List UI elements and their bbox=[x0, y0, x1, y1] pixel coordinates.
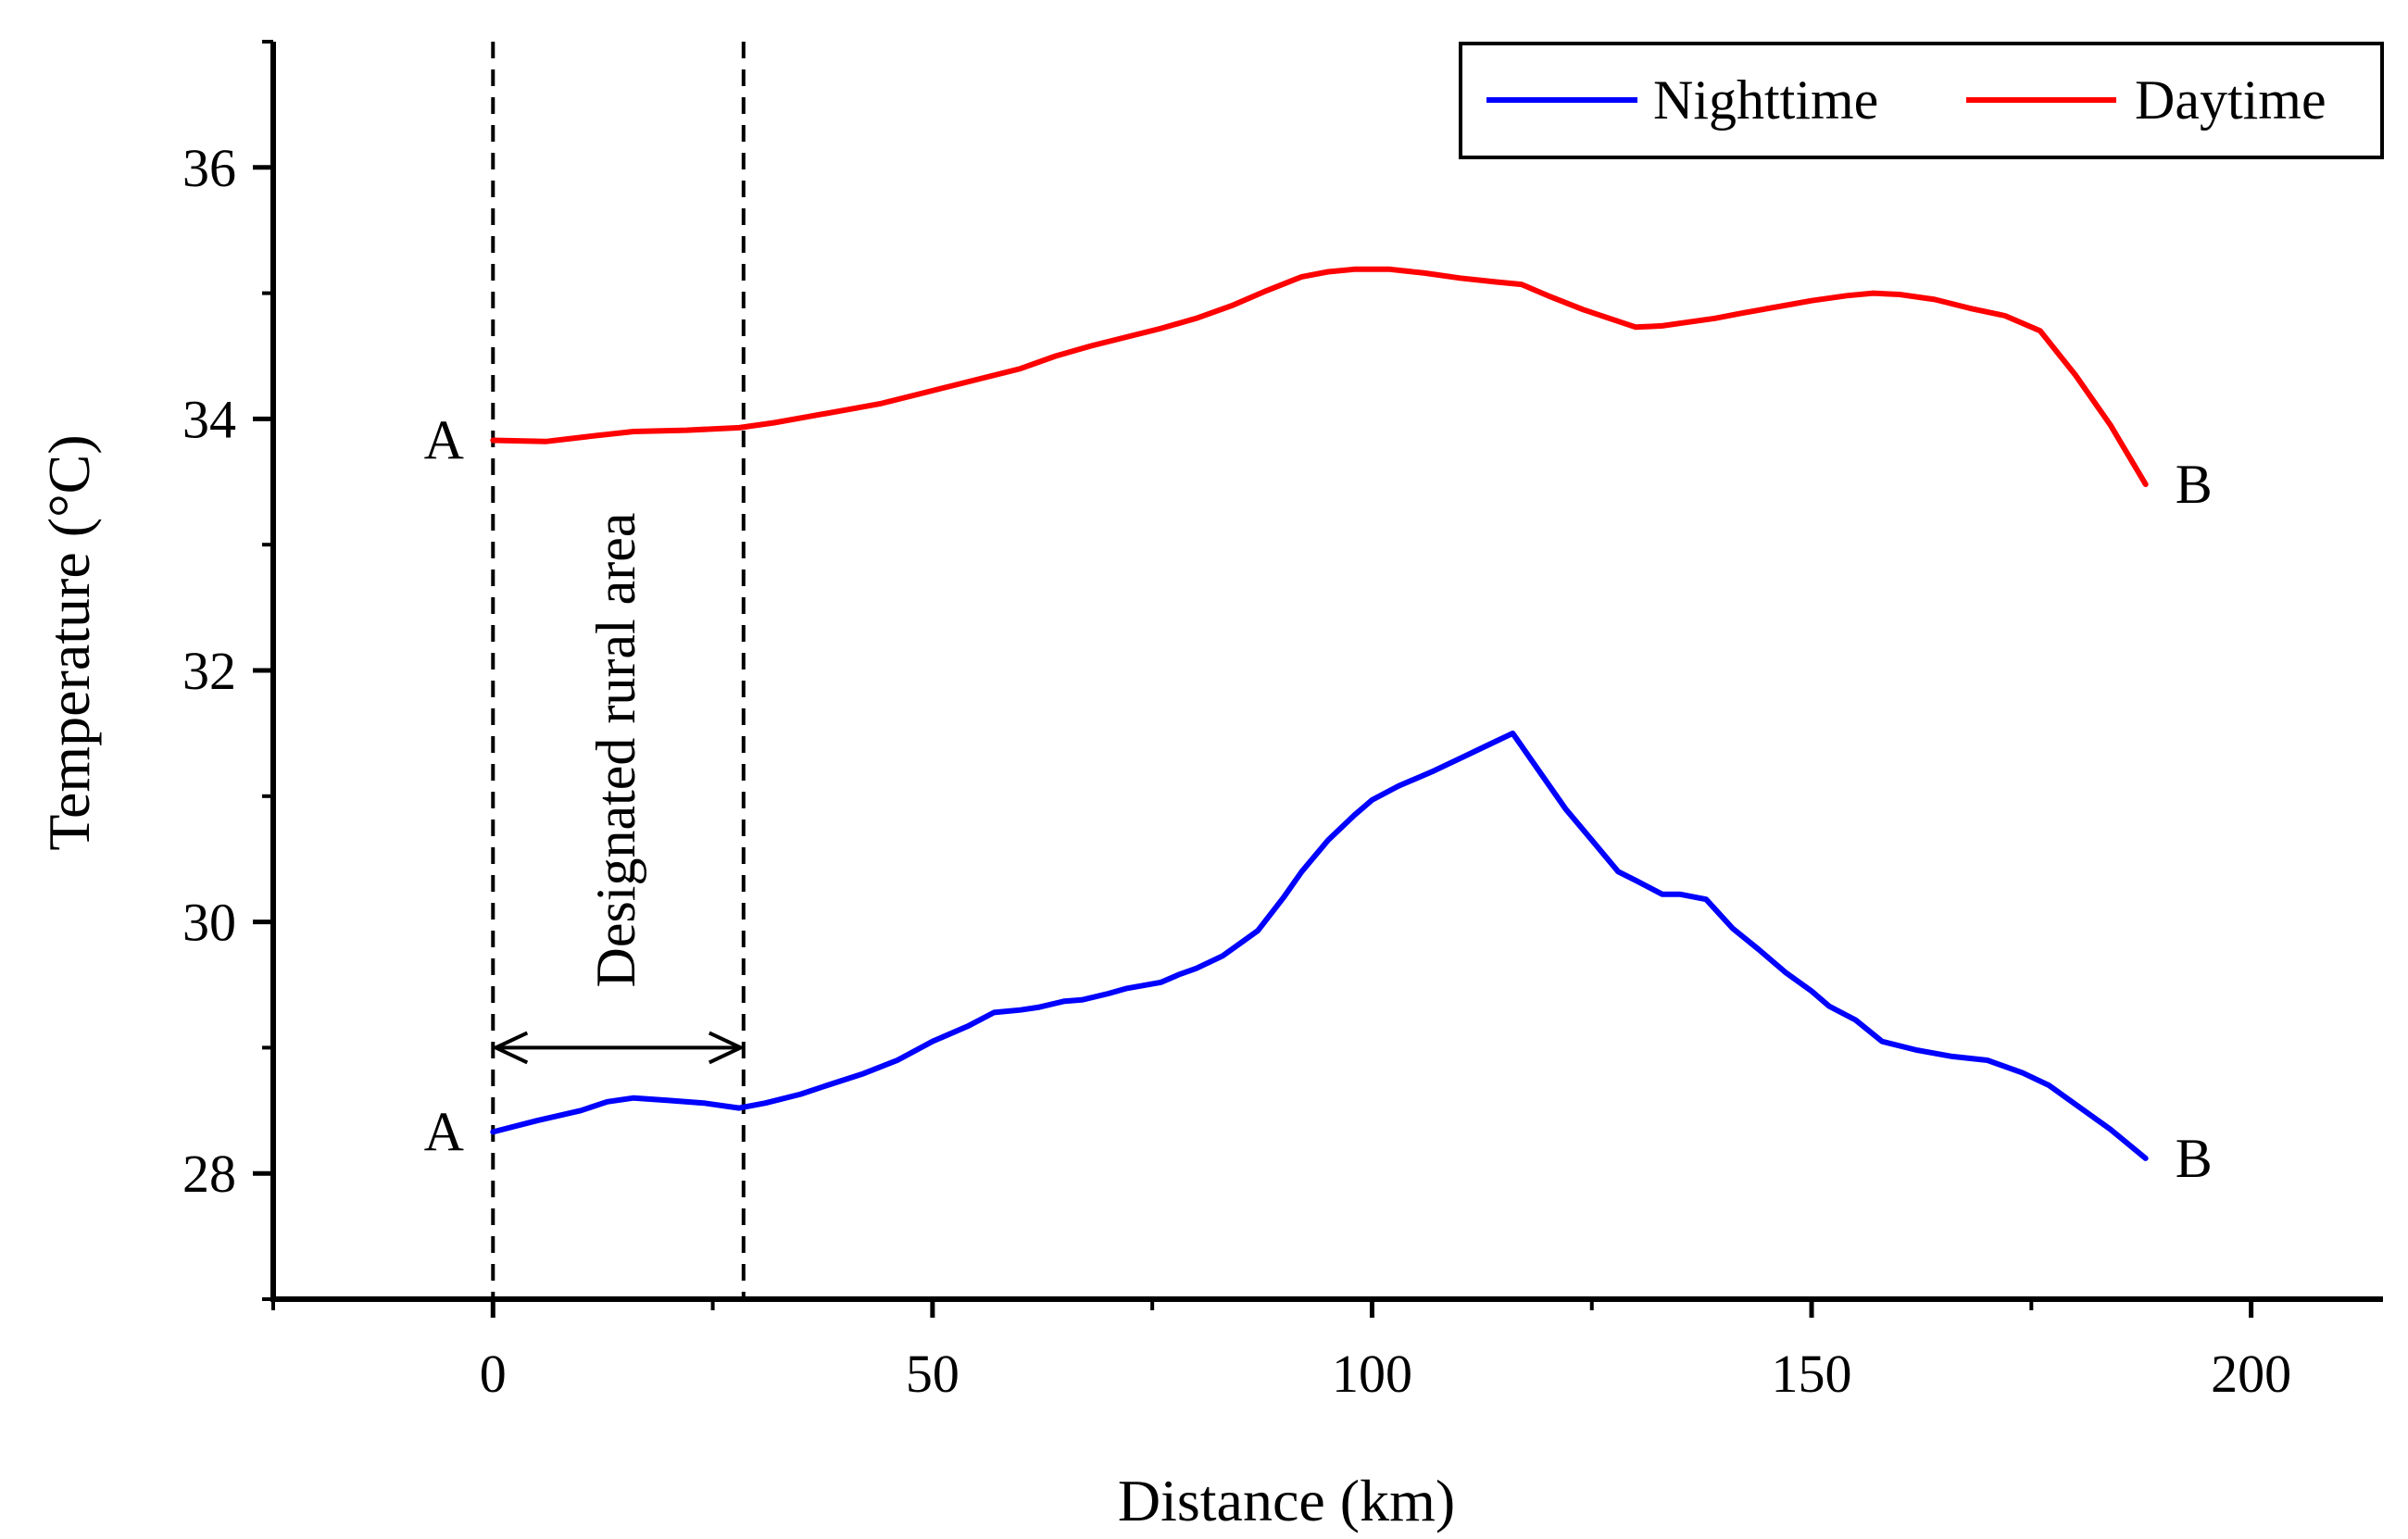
x-tick-label: 50 bbox=[906, 1344, 959, 1404]
legend-label-nighttime: Nighttime bbox=[1653, 69, 1878, 131]
series-line-nighttime bbox=[490, 730, 2149, 1161]
legend-label-daytime: Daytime bbox=[2135, 69, 2326, 131]
y-tick-label: 28 bbox=[182, 1144, 236, 1204]
x-tick-label: 150 bbox=[1772, 1344, 1852, 1404]
y-tick-label: 32 bbox=[182, 641, 236, 701]
point-b-label-nighttime: B bbox=[2176, 1128, 2213, 1189]
series-layer bbox=[490, 266, 2149, 1161]
series-line-daytime bbox=[490, 266, 2149, 487]
x-tick-label: 200 bbox=[2211, 1344, 2291, 1404]
y-axis-title: Temperature (°C) bbox=[36, 434, 102, 850]
rural-area-arrow-head-left bbox=[491, 1031, 529, 1065]
point-a-label-daytime: A bbox=[424, 409, 464, 470]
guides-layer bbox=[491, 42, 746, 1299]
x-axis-title: Distance (km) bbox=[1118, 1468, 1455, 1533]
rural-area-arrow-head-right bbox=[708, 1031, 746, 1065]
y-tick-label: 30 bbox=[182, 893, 236, 953]
point-a-label-nighttime: A bbox=[424, 1101, 464, 1162]
point-b-label-daytime: B bbox=[2176, 454, 2213, 515]
legend: Nighttime Daytime bbox=[1459, 42, 2384, 159]
y-tick-label: 36 bbox=[182, 138, 236, 198]
axes-layer: 0 50 100 150 200 28 30 32 34 36 Distance (km) Tempe… bbox=[36, 40, 2383, 1533]
y-tick-label: 34 bbox=[182, 389, 236, 449]
x-tick-label: 100 bbox=[1332, 1344, 1412, 1404]
x-tick-label: 0 bbox=[480, 1344, 507, 1404]
rural-area-label: Designated rural area bbox=[585, 512, 646, 987]
